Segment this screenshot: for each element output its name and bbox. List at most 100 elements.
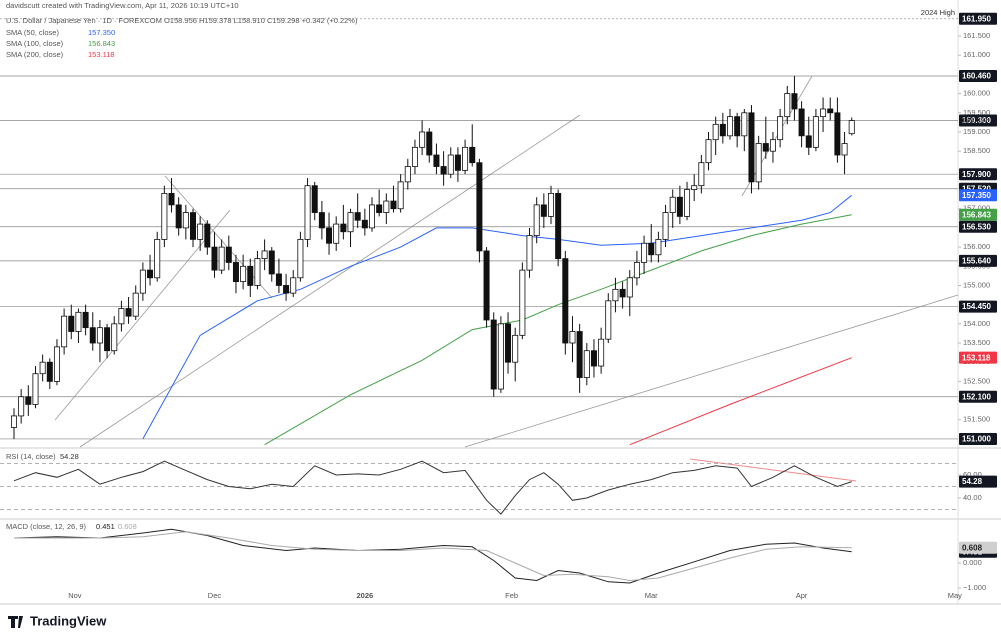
candle-body (154, 239, 161, 279)
candle-body (505, 323, 512, 363)
candle-body (368, 204, 375, 229)
badge-label: 54.28 (962, 477, 983, 486)
candle-body (712, 123, 719, 141)
candle-body (197, 223, 204, 240)
y-tick-label: 159.500 (963, 108, 990, 117)
legend-value: 0.608 (118, 522, 137, 531)
candle-body (247, 265, 254, 286)
candle-body (426, 131, 433, 156)
candle-body (454, 154, 461, 171)
candle-body (18, 396, 25, 417)
badge-label: 152.100 (962, 392, 991, 401)
x-tick-label: Feb (505, 591, 518, 600)
candle-body (755, 143, 762, 183)
badge-label: 151.000 (962, 435, 991, 444)
y-tick-label: 153.500 (963, 338, 990, 347)
candle-body (139, 269, 146, 294)
candle-body (125, 308, 132, 317)
candle-body (705, 139, 712, 164)
candle-body (519, 269, 526, 336)
last-price: 159.298 (962, 116, 989, 125)
rsi-trend-line (689, 458, 857, 482)
candle-body (762, 143, 769, 152)
candle-body (118, 308, 125, 325)
badge-label: 154.450 (962, 302, 991, 311)
candle-body (583, 350, 590, 378)
candle-body (555, 192, 562, 260)
candle-body (225, 246, 232, 263)
price-badge (959, 12, 997, 25)
macd-title: MACD (close, 12, 26, 9) (6, 522, 87, 531)
logo: TradingView (30, 613, 107, 628)
rsi-title: RSI (14, close) (6, 452, 56, 461)
badge-label: 160.460 (962, 72, 991, 81)
legend-value: 157.350 (88, 28, 115, 37)
candle-body (490, 319, 497, 390)
candle-body (533, 204, 540, 236)
candle-body (404, 166, 411, 183)
candle-body (734, 116, 741, 137)
candle-body (354, 212, 361, 221)
candle-body (727, 116, 734, 137)
candle-body (419, 131, 426, 148)
y-tick-label: 155.000 (963, 280, 990, 289)
candle-body (311, 185, 318, 213)
candle-body (182, 212, 189, 229)
candle-body (777, 116, 784, 141)
indicator-line (264, 214, 852, 446)
legend-value: 153.118 (88, 50, 115, 59)
candle-body (111, 323, 118, 352)
candle-body (741, 112, 748, 137)
candle-body (805, 135, 812, 148)
badge-label: 159.300 (962, 116, 991, 125)
candle-body (483, 250, 490, 321)
indicator-line (13, 528, 852, 584)
y-tick-label: 151.500 (963, 415, 990, 424)
candle-body (89, 327, 96, 344)
candle-body (161, 192, 168, 240)
candle-body (340, 223, 347, 233)
price-badge (959, 432, 997, 445)
candle-body (390, 200, 397, 210)
trend-lines (54, 75, 959, 482)
price-badge (959, 390, 997, 403)
candle-body (512, 334, 519, 363)
badge-label: 153.118 (962, 353, 991, 362)
candle-body (283, 285, 290, 294)
candle-body (46, 361, 53, 382)
candle-body (698, 162, 705, 187)
candle-body (562, 258, 569, 344)
price-badge (959, 475, 997, 488)
candle-body (605, 300, 612, 340)
candle-body (10, 415, 17, 428)
candle-body (240, 265, 247, 283)
candle-body (684, 189, 691, 217)
candle-body (261, 250, 268, 260)
candle-body (834, 112, 841, 156)
candle-body (168, 192, 175, 206)
candle-body (548, 192, 555, 217)
indicator-line (629, 357, 852, 446)
price-badge (959, 351, 997, 364)
candle-body (676, 196, 683, 217)
price-badge (959, 541, 997, 554)
price-badge (959, 69, 997, 82)
candle-body (232, 262, 239, 283)
y-tick-label: 157.000 (963, 204, 990, 213)
legend-name: SMA (50, close) (6, 28, 59, 37)
price-badge (959, 220, 997, 233)
indicator-line (13, 460, 852, 515)
price-badge (959, 254, 997, 267)
candle-body (669, 196, 676, 213)
candle-body (254, 258, 261, 286)
logo-icon (8, 616, 23, 628)
candle-body (68, 315, 75, 332)
candle-body (204, 223, 211, 248)
candle-body (655, 239, 662, 256)
candle-body (648, 242, 655, 256)
candle-body (347, 212, 354, 233)
trend-line (464, 294, 959, 448)
candle-body (268, 250, 275, 275)
price-badge (959, 114, 997, 127)
candle-body (82, 311, 89, 329)
